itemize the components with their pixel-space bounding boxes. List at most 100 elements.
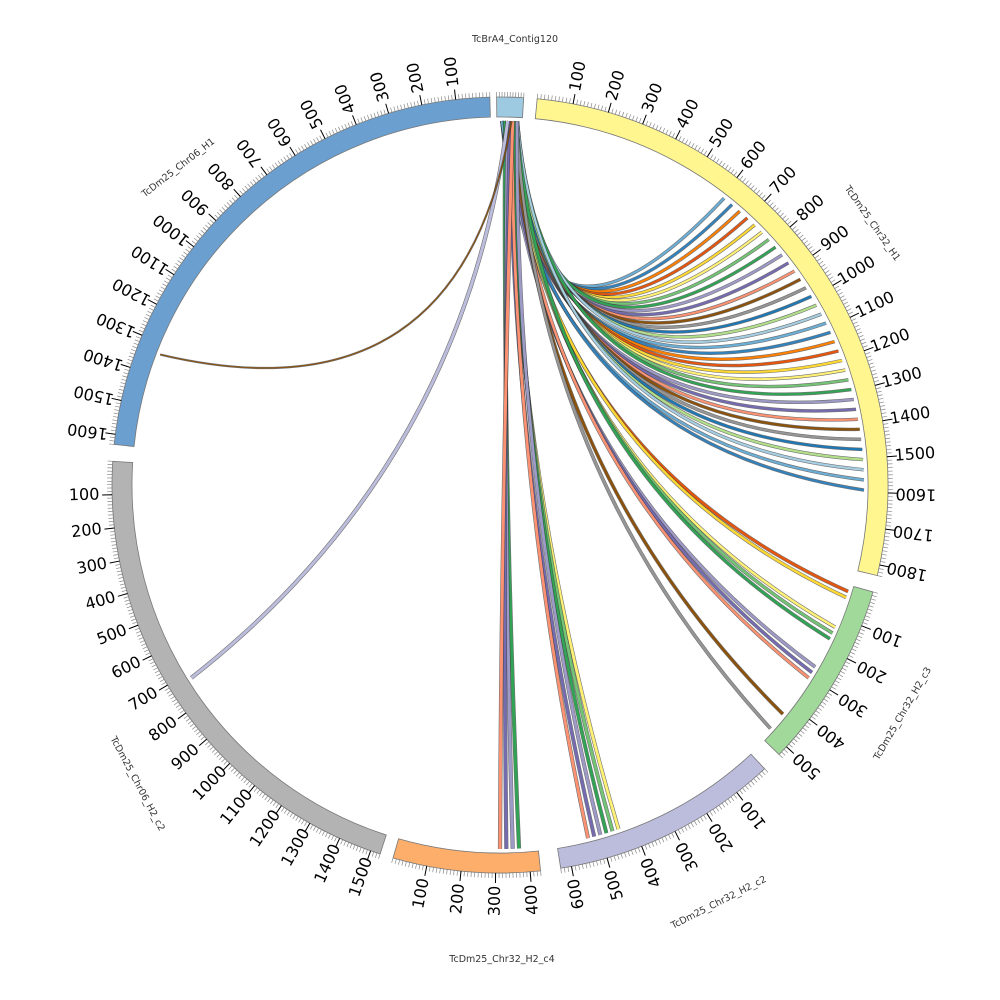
minor-tick xyxy=(869,601,875,605)
minor-tick xyxy=(158,289,164,293)
synteny-link xyxy=(515,121,772,730)
tick-label: 1200 xyxy=(246,806,285,850)
minor-tick xyxy=(554,95,557,101)
minor-tick xyxy=(795,735,800,740)
minor-tick xyxy=(411,863,414,869)
minor-tick xyxy=(845,661,851,665)
minor-tick xyxy=(817,707,823,711)
minor-tick xyxy=(691,143,695,148)
minor-tick xyxy=(804,724,810,729)
minor-tick xyxy=(117,573,123,576)
minor-tick xyxy=(109,440,115,442)
minor-tick xyxy=(810,249,815,253)
minor-tick xyxy=(551,95,553,101)
minor-tick xyxy=(204,741,210,746)
minor-tick xyxy=(727,166,732,172)
tick-label: 500 xyxy=(296,96,327,132)
minor-tick xyxy=(295,149,299,154)
minor-tick xyxy=(803,240,809,245)
minor-tick xyxy=(187,720,193,725)
minor-tick xyxy=(118,388,124,391)
minor-tick xyxy=(634,848,637,854)
minor-tick xyxy=(112,550,118,553)
major-tick xyxy=(132,330,143,336)
tick-label: 1800 xyxy=(885,558,929,585)
minor-tick xyxy=(750,780,755,785)
minor-tick xyxy=(269,166,273,171)
minor-tick xyxy=(328,131,332,136)
minor-tick xyxy=(135,336,141,339)
minor-tick xyxy=(166,690,172,694)
minor-tick xyxy=(134,339,140,342)
minor-tick xyxy=(593,103,596,109)
minor-tick xyxy=(168,693,174,697)
major-tick xyxy=(111,397,122,401)
major-tick xyxy=(885,528,896,531)
tick-label: 300 xyxy=(366,69,393,104)
minor-tick xyxy=(313,138,317,144)
minor-tick xyxy=(216,211,221,216)
minor-tick xyxy=(878,397,884,400)
minor-tick xyxy=(334,128,338,133)
minor-tick xyxy=(719,160,723,166)
minor-tick xyxy=(331,835,334,841)
minor-tick xyxy=(362,848,365,854)
major-tick xyxy=(366,850,372,861)
tick-label: 200 xyxy=(602,68,629,103)
minor-tick xyxy=(877,394,883,397)
tick-label: 1600 xyxy=(895,485,936,505)
minor-tick xyxy=(756,775,761,781)
minor-tick xyxy=(352,844,356,850)
minor-tick xyxy=(603,858,606,864)
minor-tick xyxy=(814,255,820,259)
minor-tick xyxy=(879,405,885,407)
minor-tick xyxy=(177,260,182,264)
minor-tick xyxy=(664,835,668,841)
minor-tick xyxy=(599,859,602,865)
minor-tick xyxy=(295,816,299,821)
minor-tick xyxy=(129,352,135,355)
minor-tick xyxy=(781,751,786,756)
minor-tick xyxy=(231,197,236,202)
minor-tick xyxy=(574,865,577,871)
tick-label: 300 xyxy=(638,80,667,115)
major-tick xyxy=(706,813,713,823)
minor-tick xyxy=(252,179,257,184)
major-tick xyxy=(706,148,713,158)
sequence-arc-2 xyxy=(764,585,874,756)
minor-tick xyxy=(739,789,744,795)
sequence-arc-0 xyxy=(496,96,525,119)
synteny-link xyxy=(500,120,865,482)
major-tick xyxy=(571,866,574,877)
minor-tick xyxy=(434,97,436,103)
minor-tick xyxy=(703,150,708,156)
minor-tick xyxy=(672,132,675,138)
minor-tick xyxy=(153,667,158,671)
minor-tick xyxy=(301,819,305,825)
minor-tick xyxy=(884,434,890,436)
major-tick xyxy=(335,838,341,848)
minor-tick xyxy=(742,787,746,793)
minor-tick xyxy=(183,715,189,719)
minor-tick xyxy=(715,807,720,812)
major-tick xyxy=(105,432,116,435)
minor-tick xyxy=(266,168,270,174)
minor-tick xyxy=(853,645,858,648)
tick-label: 900 xyxy=(167,739,203,773)
tick-label: 1400 xyxy=(310,841,344,886)
major-tick xyxy=(459,870,462,882)
major-tick xyxy=(606,857,611,868)
minor-tick xyxy=(249,181,254,186)
major-tick xyxy=(222,763,231,771)
minor-tick xyxy=(340,839,343,845)
major-tick xyxy=(233,188,241,197)
tick-label: 100 xyxy=(440,56,462,89)
minor-tick xyxy=(826,273,832,277)
minor-tick xyxy=(275,803,279,808)
minor-tick xyxy=(198,232,203,237)
major-tick xyxy=(812,248,822,256)
tick-label: 400 xyxy=(672,96,703,132)
tick-label: 300 xyxy=(835,689,871,721)
minor-tick xyxy=(690,822,694,828)
minor-tick xyxy=(286,154,290,160)
